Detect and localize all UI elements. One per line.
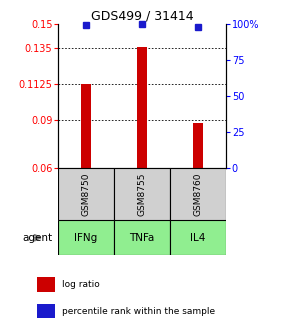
Bar — [58, 168, 114, 220]
Bar — [114, 220, 170, 255]
Title: GDS499 / 31414: GDS499 / 31414 — [91, 9, 193, 23]
Text: percentile rank within the sample: percentile rank within the sample — [62, 307, 215, 316]
Bar — [114, 168, 170, 220]
Bar — [193, 123, 203, 168]
Bar — [58, 220, 114, 255]
Text: IL4: IL4 — [191, 233, 206, 243]
Text: GSM8760: GSM8760 — [194, 172, 203, 216]
Text: GSM8755: GSM8755 — [137, 172, 147, 216]
Bar — [37, 277, 55, 292]
Bar — [170, 220, 226, 255]
Text: GSM8750: GSM8750 — [81, 172, 90, 216]
Text: log ratio: log ratio — [62, 280, 100, 289]
Bar — [37, 304, 55, 319]
Text: agent: agent — [22, 233, 52, 243]
Bar — [81, 84, 91, 168]
Text: IFNg: IFNg — [75, 233, 98, 243]
Text: TNFa: TNFa — [129, 233, 155, 243]
Bar — [170, 168, 226, 220]
Bar — [137, 47, 147, 168]
